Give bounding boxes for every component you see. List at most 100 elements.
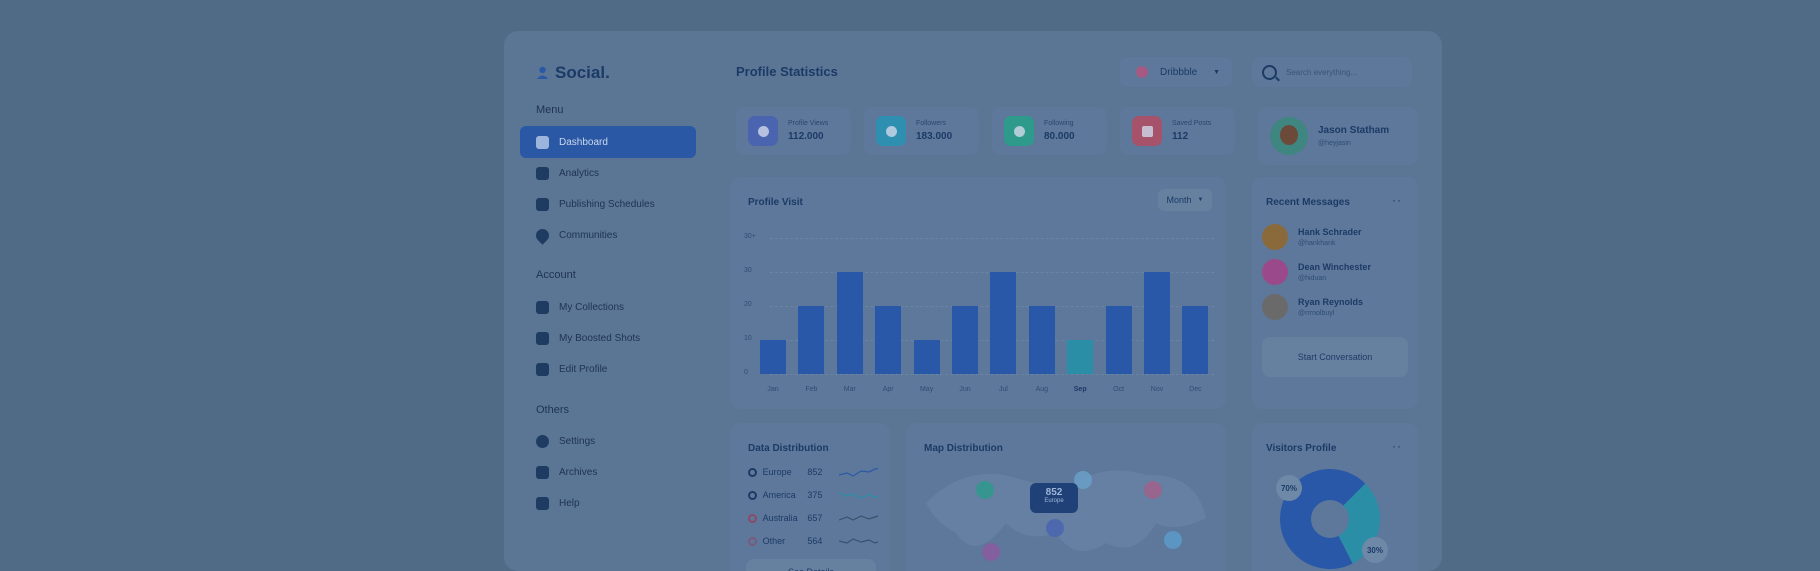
pie-label-small: 30% [1362, 537, 1388, 563]
bar-dec[interactable] [1182, 306, 1209, 374]
eye-icon [748, 116, 778, 146]
bar-oct[interactable] [1105, 306, 1132, 374]
message-sender: Hank Schrader [1298, 227, 1362, 237]
message-handle: @hiduan [1298, 275, 1327, 282]
visitors-profile-title: Visitors Profile [1266, 443, 1337, 454]
save-icon [1132, 116, 1162, 146]
sidebar: Social. Menu Dashboard Analytics Publish… [504, 31, 714, 571]
stat-value: 112.000 [788, 131, 824, 142]
map-distribution-title: Map Distribution [924, 443, 1003, 454]
gear-icon [536, 434, 549, 448]
pin-icon [533, 225, 552, 245]
bar-aug[interactable] [1028, 306, 1055, 374]
message-sender: Ryan Reynolds [1298, 297, 1364, 307]
map-marker[interactable] [1164, 531, 1182, 549]
x-tick-label: Jun [959, 386, 971, 393]
user-check-icon [1004, 116, 1034, 146]
profile-name: Jason Statham [1318, 125, 1390, 136]
boost-icon [536, 331, 549, 345]
profile-card[interactable]: Jason Statham @heyjasin [1258, 107, 1418, 165]
stat-value: 183.000 [916, 131, 953, 142]
sidebar-item-communities[interactable]: Communities [520, 219, 696, 251]
start-conversation-button[interactable]: Start Conversation [1262, 337, 1408, 377]
avatar [1270, 117, 1308, 155]
search-input[interactable]: Search everything... [1286, 67, 1358, 77]
brand-logo[interactable]: Social. [536, 63, 610, 83]
brand-name: Social. [555, 63, 610, 82]
sidebar-item-settings[interactable]: Settings [520, 425, 696, 457]
message-item[interactable]: Hank Schrader @hankhank [1262, 221, 1402, 253]
sparkline [838, 538, 878, 544]
stat-label: Saved Posts [1172, 120, 1212, 127]
bar-jan[interactable] [760, 340, 786, 374]
sidebar-item-analytics[interactable]: Analytics [520, 157, 696, 189]
sidebar-item-my-boosted-shots[interactable]: My Boosted Shots [520, 322, 696, 354]
bar-mar[interactable] [836, 272, 863, 374]
stat-card-following: Following 80.000 [992, 107, 1107, 155]
bar-may[interactable] [913, 340, 940, 374]
profile-visit-title: Profile Visit [748, 197, 803, 208]
others-section-title: Others [536, 404, 570, 416]
bar-jul[interactable] [990, 272, 1017, 374]
platform-select[interactable]: Dribbble ▼ [1120, 57, 1232, 87]
more-icon[interactable]: ·· [1392, 439, 1402, 453]
edit-icon [536, 362, 549, 376]
dashboard-window: Social. Menu Dashboard Analytics Publish… [504, 31, 1442, 571]
grid-icon [536, 135, 549, 149]
sidebar-item-dashboard[interactable]: Dashboard [520, 126, 696, 158]
search-icon [1262, 64, 1277, 80]
stat-card-followers: Followers 183.000 [864, 107, 979, 155]
search-box[interactable]: Search everything... [1252, 57, 1412, 87]
region-name: Europe [762, 467, 792, 477]
sidebar-item-help[interactable]: Help [520, 487, 696, 519]
bar-feb[interactable] [798, 306, 825, 374]
x-tick-label: Aug [1035, 386, 1049, 393]
distribution-row: Australia 657 [748, 512, 878, 524]
chart-icon [536, 166, 549, 180]
more-icon[interactable]: ·· [1392, 193, 1402, 207]
month-filter[interactable]: Month ▼ [1158, 189, 1212, 211]
pie-label-large: 70% [1276, 475, 1302, 501]
profile-handle: @heyjasin [1318, 140, 1351, 147]
bullet-icon [748, 467, 757, 477]
donut-hole [1311, 500, 1349, 538]
help-icon [536, 496, 549, 510]
tooltip-value: 852 [1045, 487, 1063, 498]
message-item[interactable]: Ryan Reynolds @rrrnolbuyl [1262, 291, 1402, 323]
tooltip-label: Europe [1044, 498, 1064, 504]
see-details-button[interactable]: See Details [746, 559, 876, 571]
month-filter-value: Month [1166, 195, 1192, 205]
sparkline [838, 467, 878, 477]
bookmark-icon [536, 300, 549, 314]
map-marker[interactable] [1144, 481, 1162, 499]
sidebar-item-publishing-schedules[interactable]: Publishing Schedules [520, 188, 696, 220]
x-tick-label: Dec [1189, 386, 1202, 393]
message-item[interactable]: Dean Winchester @hiduan [1262, 256, 1402, 288]
map-marker[interactable] [976, 481, 994, 499]
data-distribution-title: Data Distribution [748, 443, 829, 454]
bar-apr[interactable] [875, 306, 902, 374]
bar-jun[interactable] [952, 306, 978, 374]
map-marker[interactable] [1046, 519, 1064, 537]
sidebar-item-archives[interactable]: Archives [520, 456, 696, 488]
stat-label: Profile Views [788, 120, 829, 127]
region-value: 375 [807, 490, 823, 500]
x-tick-label: May [919, 386, 934, 393]
dribbble-icon [1136, 66, 1148, 78]
stat-label: Followers [916, 120, 946, 127]
bullet-icon [748, 513, 757, 523]
archive-icon [536, 465, 549, 479]
map-marker[interactable] [982, 543, 1000, 561]
visitors-profile-card: Visitors Profile ·· 70% 30% [1252, 423, 1418, 571]
bullet-icon [748, 490, 757, 500]
sidebar-item-my-collections[interactable]: My Collections [520, 291, 696, 323]
bar-nov[interactable] [1144, 272, 1170, 374]
stat-value: 112 [1172, 131, 1189, 142]
sidebar-item-label: Settings [559, 435, 596, 447]
profile-visit-card: Profile Visit Month ▼ 0 10 20 30 30+ Jan Feb Mar… [730, 177, 1226, 409]
bar-sep[interactable] [1067, 340, 1094, 374]
map-marker[interactable] [1074, 471, 1092, 489]
avatar [1262, 259, 1288, 285]
bullet-icon [748, 536, 757, 546]
sidebar-item-edit-profile[interactable]: Edit Profile [520, 353, 696, 385]
